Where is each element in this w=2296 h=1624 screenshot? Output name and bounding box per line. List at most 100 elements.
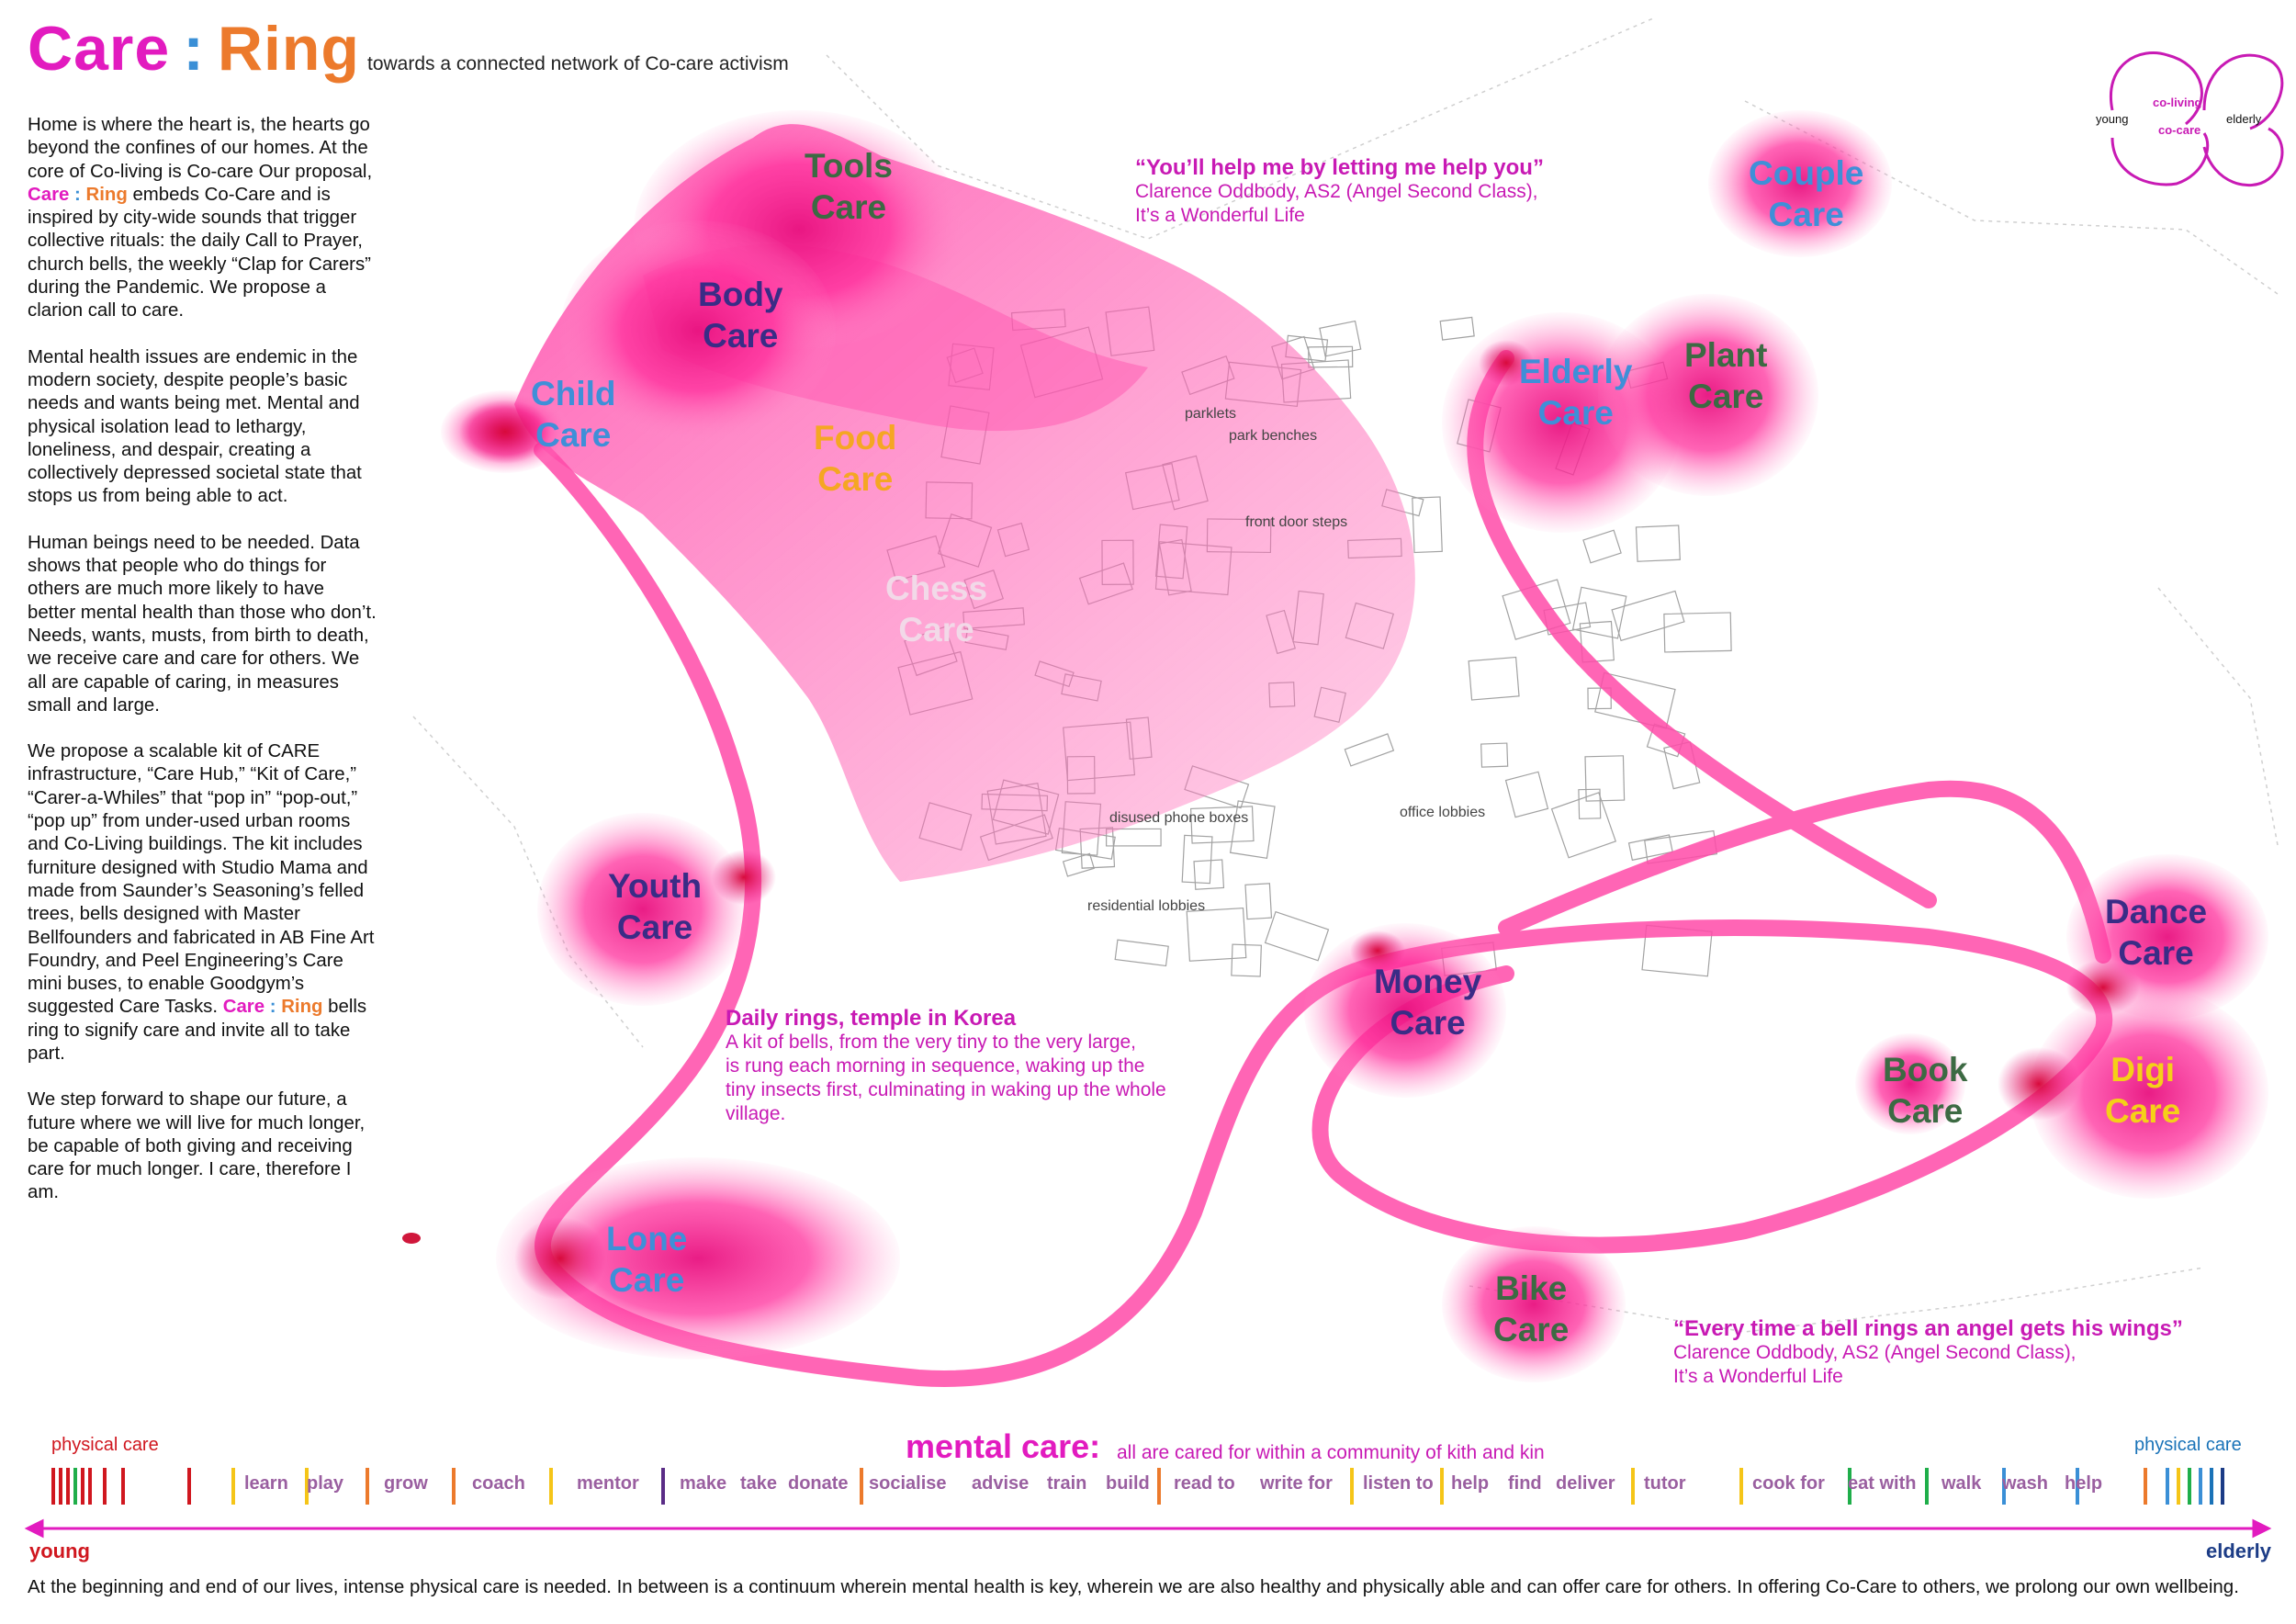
label-child-care: Child Care — [531, 373, 615, 456]
label-line-1: Plant — [1684, 336, 1768, 374]
quote-headline: “Every time a bell rings an angel gets h… — [1673, 1316, 2183, 1341]
label-line-2: Care — [810, 188, 887, 226]
scale-tick-27 — [2177, 1468, 2180, 1505]
label-tools-care: Tools Care — [805, 145, 893, 228]
label-line-1: Body — [698, 276, 783, 313]
label-line-2: Care — [1493, 1311, 1570, 1348]
quote-bell-rings: “Every time a bell rings an angel gets h… — [1673, 1317, 2183, 1389]
axis-young: young — [29, 1539, 90, 1562]
label-line-2: Care — [1887, 1092, 1964, 1130]
activity-learn: learn — [244, 1473, 288, 1494]
korea-line-3: tiny insects first, culminating in wakin… — [726, 1079, 1166, 1100]
label-line-2: Care — [817, 460, 894, 498]
title-ring: Ring — [217, 14, 360, 84]
activity-build: build — [1106, 1473, 1150, 1494]
activity-play: play — [307, 1473, 344, 1494]
activity-write-for: write for — [1260, 1473, 1333, 1494]
building-block — [1550, 792, 1617, 859]
intro-paragraph-5: We step forward to shape our future, a f… — [28, 1089, 366, 1203]
label-book-care: Book Care — [1883, 1049, 1968, 1132]
blob-bike — [1442, 1226, 1626, 1382]
building-block — [1439, 316, 1475, 341]
intro-p4-sep: : — [264, 997, 282, 1018]
bell-core-3 — [1479, 340, 1534, 386]
scale-tick-30 — [2210, 1468, 2213, 1505]
label-line-1: Couple — [1749, 154, 1864, 192]
building-block — [1264, 910, 1330, 962]
label-line-2: Care — [703, 317, 779, 355]
scale-tick-14 — [661, 1468, 665, 1505]
label-couple-care: Couple Care — [1749, 152, 1863, 235]
activity-advise: advise — [972, 1473, 1030, 1494]
intro-p4-care: Care — [222, 997, 265, 1018]
intro-text: Home is where the heart is, the hearts g… — [28, 114, 377, 1228]
building-block — [1114, 939, 1169, 967]
scale-tick-12 — [452, 1468, 456, 1505]
label-line-1: Child — [531, 375, 616, 412]
scale-tick-15 — [860, 1468, 863, 1505]
scale-tick-24 — [2076, 1468, 2079, 1505]
page-title: Care: Ring — [28, 13, 360, 85]
scale-tick-9 — [231, 1468, 235, 1505]
label-lone-care: Lone Care — [606, 1218, 687, 1301]
scale-tick-11 — [366, 1468, 369, 1505]
scale-tick-6 — [103, 1468, 107, 1505]
activity-train: train — [1047, 1473, 1087, 1494]
building-block — [1231, 943, 1262, 977]
label-money-care: Money Care — [1374, 961, 1481, 1043]
street-label-residential-lobbies: residential lobbies — [1087, 898, 1206, 914]
scale-tick-22 — [1925, 1468, 1929, 1505]
activity-eat-with: eat with — [1848, 1473, 1917, 1494]
intro-p4-a: We propose a scalable kit of CARE infras… — [28, 741, 375, 1018]
label-digi-care: Digi Care — [2105, 1049, 2180, 1132]
building-block — [1106, 828, 1162, 847]
intro-paragraph-1: Home is where the heart is, the hearts g… — [28, 114, 377, 323]
building-block — [1584, 755, 1626, 802]
label-line-1: Digi — [2110, 1051, 2176, 1088]
scale-tick-28 — [2188, 1468, 2191, 1505]
building-block — [1480, 742, 1509, 768]
scale-tick-23 — [2002, 1468, 2006, 1505]
scale-tick-1 — [59, 1468, 62, 1505]
intro-paragraph-4: We propose a scalable kit of CARE infras… — [28, 740, 377, 1066]
korea-line-4: village. — [726, 1103, 786, 1124]
street-label-phone-boxes: disused phone boxes — [1109, 810, 1249, 826]
blob-lone — [496, 1157, 900, 1359]
scale-tick-18 — [1440, 1468, 1444, 1505]
building-block — [1611, 590, 1685, 642]
scale-tick-10 — [305, 1468, 309, 1505]
building-block — [1663, 612, 1732, 653]
building-block — [1578, 788, 1602, 819]
label-food-care: Food Care — [814, 417, 896, 500]
activity-walk: walk — [1941, 1473, 1982, 1494]
label-body-care: Body Care — [698, 274, 783, 356]
building-block — [1229, 800, 1276, 859]
quote-attribution: Clarence Oddbody, AS2 (Angel Second Clas… — [1135, 181, 1538, 202]
scale-tick-29 — [2199, 1468, 2202, 1505]
cycle-coliving: co-living — [2153, 96, 2202, 109]
intro-p4-b: bells ring to signify care and invite al… — [28, 997, 367, 1064]
activity-take: take — [740, 1473, 778, 1494]
label-chess-care: Chess Care — [885, 568, 987, 650]
label-line-2: Care — [1768, 196, 1844, 233]
activity-listen-to: listen to — [1363, 1473, 1434, 1494]
scale-tick-20 — [1739, 1468, 1743, 1505]
label-line-1: Tools — [805, 147, 893, 185]
label-line-1: Book — [1883, 1051, 1968, 1088]
city-outline — [412, 17, 2279, 1333]
building-block — [1635, 524, 1681, 562]
quote-help-me: “You’ll help me by letting me help you” … — [1135, 156, 1544, 228]
coliving-cycle-diagram — [2110, 51, 2284, 187]
label-bike-care: Bike Care — [1493, 1268, 1569, 1350]
label-elderly-care: Elderly Care — [1519, 351, 1632, 434]
title-care: Care — [28, 14, 171, 84]
scale-tick-31 — [2221, 1468, 2224, 1505]
building-block — [1344, 733, 1395, 767]
bell-core-6 — [1998, 1047, 2080, 1121]
label-line-2: Care — [535, 416, 612, 454]
building-block — [1308, 345, 1354, 368]
intro-p1-sep: : — [69, 184, 86, 205]
intro-paragraph-3: Human beings need to be needed. Data sho… — [28, 532, 377, 716]
building-block — [1181, 834, 1213, 885]
activity-mentor: mentor — [577, 1473, 639, 1494]
